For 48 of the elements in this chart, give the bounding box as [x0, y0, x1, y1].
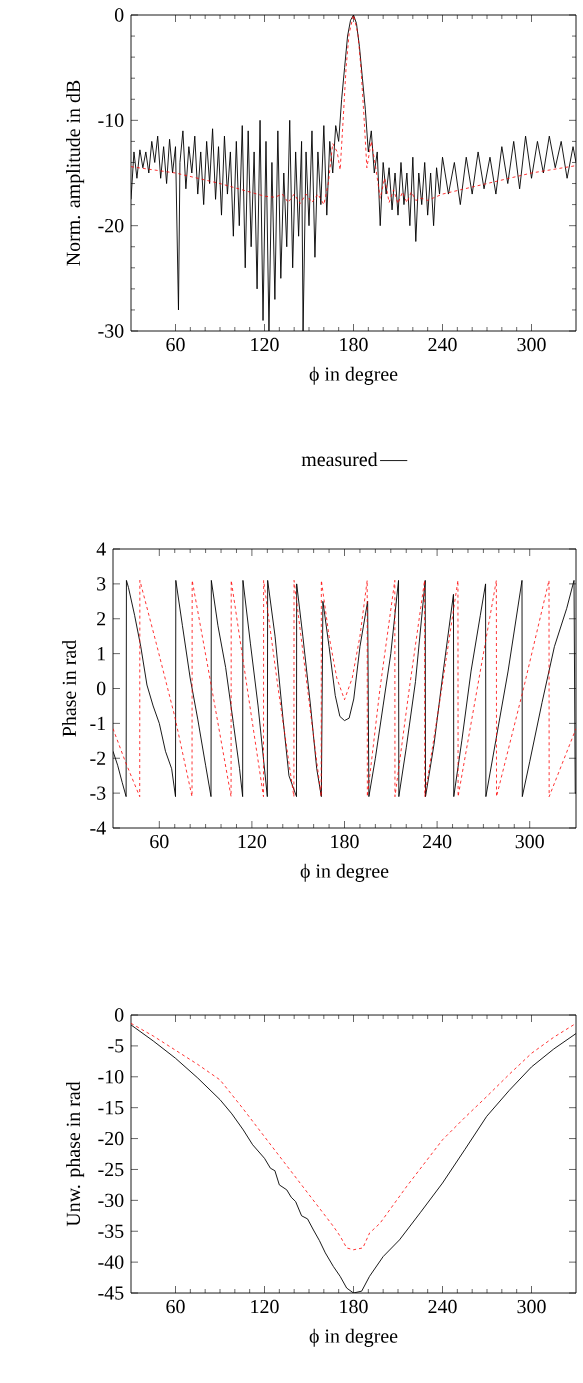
y-tick-label: -15: [98, 1101, 124, 1115]
x-axis-title: ϕ in degree: [309, 366, 398, 385]
x-tick-label: 300: [515, 834, 544, 849]
y-tick-label: -25: [98, 1162, 124, 1177]
line-series: [131, 1022, 576, 1251]
y-tick-label: -45: [98, 1286, 124, 1300]
y-tick-label: -10: [98, 113, 124, 128]
x-tick-label: 60: [150, 834, 169, 849]
y-tick-label: 4: [96, 542, 106, 556]
y-tick-label: -20: [98, 1131, 124, 1146]
x-tick-label: 180: [340, 1299, 368, 1314]
x-tick-label: 60: [166, 1299, 185, 1314]
y-tick-label: -30: [98, 324, 124, 338]
line-series: [131, 15, 576, 206]
y-tick-label: -5: [108, 1039, 124, 1053]
x-tick-label: 180: [340, 337, 368, 352]
y-tick-label: 0: [114, 1008, 124, 1022]
x-axis-title: ϕ in degree: [300, 863, 389, 882]
y-tick-label: -30: [98, 1193, 124, 1208]
x-tick-label: 180: [331, 834, 359, 849]
x-axis-title: ϕ in degree: [309, 1328, 398, 1347]
x-tick-label: 120: [238, 834, 267, 849]
y-tick-label: 0: [114, 8, 124, 22]
x-tick-label: 240: [428, 1299, 457, 1314]
x-tick-label: 300: [517, 337, 546, 352]
y-tick-label: -4: [90, 821, 106, 835]
y-tick-label: 3: [97, 577, 106, 591]
y-tick-label: -20: [98, 218, 124, 233]
y-tick-label: -2: [90, 751, 106, 765]
x-tick-label: 300: [517, 1299, 546, 1314]
x-tick-label: 240: [428, 337, 457, 352]
legend-label: measured: [301, 452, 378, 467]
y-tick-label: 0: [96, 681, 106, 696]
x-tick-label: 60: [166, 337, 185, 352]
x-tick-label: 240: [423, 834, 452, 849]
y-tick-label: -3: [90, 786, 106, 800]
x-tick-label: 120: [251, 1299, 279, 1314]
y-axis-title: Phase in rad: [62, 640, 77, 737]
y-axis-title: Norm. amplitude in dB: [66, 80, 85, 266]
y-axis-title: Unw. phase in rad: [66, 1081, 85, 1227]
y-tick-label: 2: [97, 612, 106, 626]
y-tick-label: -35: [98, 1224, 124, 1238]
x-tick-label: 120: [251, 337, 279, 352]
y-tick-label: -40: [98, 1255, 124, 1269]
line-series: [131, 15, 576, 331]
y-tick-label: 1: [97, 647, 105, 661]
y-tick-label: -1: [90, 716, 105, 730]
y-tick-label: -10: [98, 1070, 124, 1084]
